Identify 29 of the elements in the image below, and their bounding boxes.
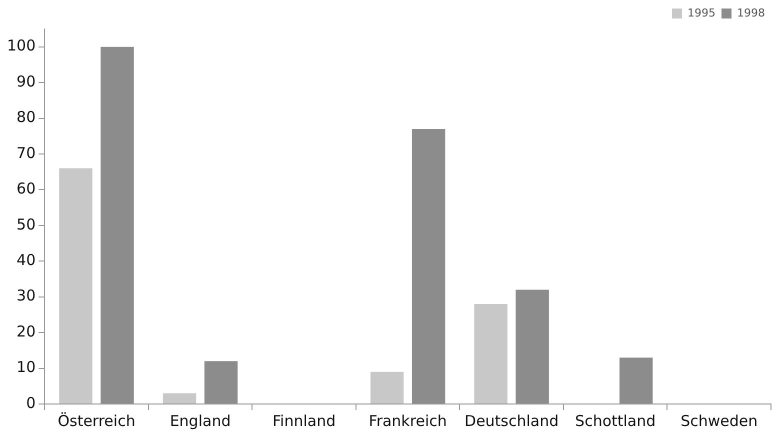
y-tick-label: 40 [16, 251, 36, 270]
y-tick-label: 90 [16, 72, 36, 90]
y-tick-label: 30 [16, 286, 36, 305]
x-tick-label: Österreich [58, 412, 136, 430]
bar [620, 358, 653, 404]
y-tick-label: 100 [6, 36, 36, 55]
bar [162, 393, 196, 404]
x-tick-label: England [170, 412, 231, 430]
bar [474, 304, 508, 404]
y-tick-label: 80 [16, 108, 36, 126]
x-tick-label: Deutschland [464, 412, 559, 430]
x-tick-label: Schottland [575, 412, 656, 430]
y-tick-label: 50 [16, 215, 36, 234]
legend-label: 1998 [737, 6, 766, 20]
y-tick-label: 0 [26, 394, 36, 412]
bar [412, 129, 446, 404]
legend-label: 1995 [688, 6, 716, 20]
bar [204, 361, 238, 404]
y-tick-label: 70 [16, 144, 36, 162]
bar [59, 168, 92, 404]
y-tick-label: 10 [16, 358, 36, 376]
bar [516, 290, 549, 404]
x-tick-label: Schweden [680, 412, 758, 430]
y-tick-label: 20 [16, 322, 36, 340]
x-tick-label: Frankreich [368, 412, 447, 430]
bar [100, 46, 134, 404]
x-tick-label: Finnland [272, 412, 336, 430]
y-tick-label: 60 [16, 180, 36, 198]
bar [370, 372, 404, 404]
